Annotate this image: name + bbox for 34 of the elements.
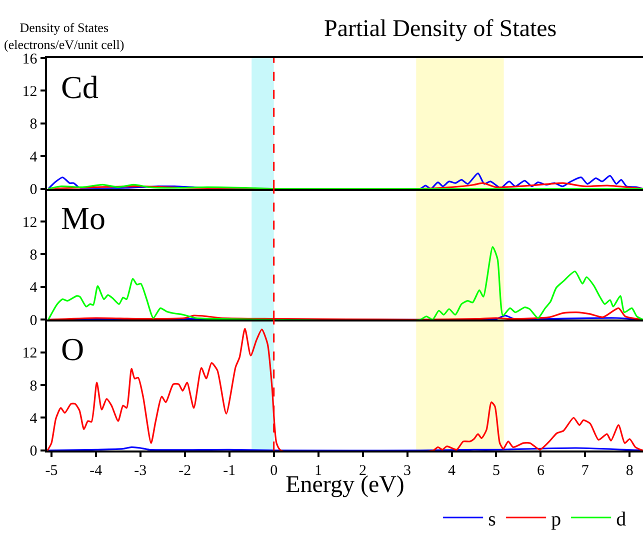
legend-label: s <box>488 508 496 530</box>
x-tick-label: 7 <box>581 463 590 480</box>
y-tick-label: 4 <box>30 149 38 166</box>
y-tick-label: 12 <box>22 346 38 362</box>
x-tick-label: 1 <box>314 463 322 480</box>
x-tick-label: 0 <box>270 463 278 480</box>
x-tick-label: 3 <box>404 463 412 480</box>
x-tick-label: -3 <box>134 463 147 480</box>
legend-label: p <box>551 508 562 530</box>
y-tick-label: 4 <box>30 280 38 296</box>
x-tick-label: -2 <box>178 463 192 480</box>
y-tick-label: 0 <box>30 312 38 329</box>
y-tick-label: 12 <box>22 214 38 231</box>
annotation: Cd <box>61 69 98 105</box>
x-tick-label: 6 <box>536 463 545 480</box>
y-tick-label: 8 <box>30 116 38 133</box>
y-tick-label: 0 <box>30 444 38 460</box>
y-tick-label: 8 <box>30 247 38 264</box>
legend-label: d <box>616 508 626 530</box>
y-tick-label: 16 <box>22 51 38 68</box>
chart-title: Partial Density of States <box>324 16 557 42</box>
x-tick-label: 8 <box>626 463 634 480</box>
x-tick-label: -5 <box>45 463 58 480</box>
annotation: Mo <box>61 200 106 236</box>
x-tick-label: -4 <box>90 463 103 480</box>
x-tick-label: 5 <box>492 463 500 480</box>
y-tick-label: 0 <box>30 182 38 198</box>
y-tick-label: 4 <box>30 410 38 427</box>
y-axis-title: Density of States (electrons/eV/unit cell) <box>4 20 124 52</box>
annotation: O <box>61 331 84 367</box>
x-tick-label: 4 <box>448 463 456 480</box>
y-tick-label: 8 <box>30 378 38 394</box>
y-tick-label: 12 <box>22 84 38 100</box>
x-tick-label: -1 <box>223 463 236 480</box>
